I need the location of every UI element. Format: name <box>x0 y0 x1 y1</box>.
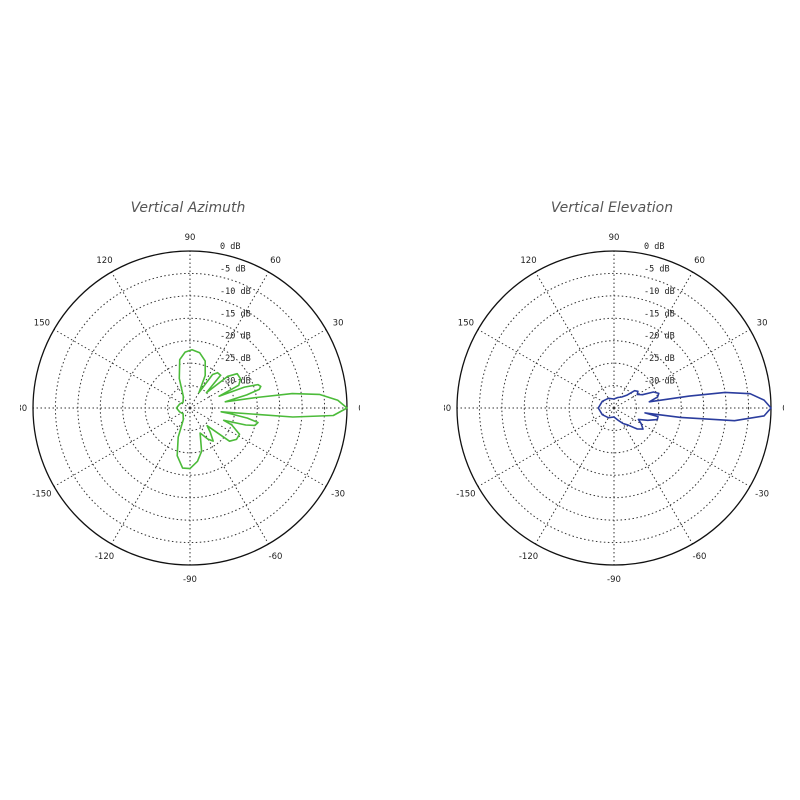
db-label: -5 dB <box>220 264 246 274</box>
ring-3 <box>99 317 281 499</box>
spoke-5 <box>477 329 615 409</box>
db-label: 0 dB <box>220 242 240 252</box>
ring-3 <box>523 317 705 499</box>
ring-6 <box>167 385 213 431</box>
db-label: -5 dB <box>644 264 670 274</box>
db-label: -15 dB <box>220 309 251 319</box>
angle-label: 60 <box>694 256 705 266</box>
angle-label: -30 <box>331 490 345 500</box>
spoke-11 <box>189 407 327 487</box>
db-label: -25 dB <box>644 354 675 364</box>
db-label: -30 dB <box>220 377 251 387</box>
angle-label: -60 <box>269 552 283 562</box>
spoke-8 <box>535 407 615 545</box>
spoke-8 <box>111 407 191 545</box>
angle-label: -150 <box>32 490 51 500</box>
angle-label: 60 <box>270 256 281 266</box>
angle-label: -120 <box>95 552 114 562</box>
db-label: -15 dB <box>644 309 675 319</box>
spoke-4 <box>111 271 191 409</box>
angle-label: 30 <box>333 319 344 329</box>
angle-label: 180 <box>20 404 27 414</box>
angle-label: 120 <box>520 256 536 266</box>
angle-label: -60 <box>693 552 707 562</box>
angle-label: -90 <box>183 575 197 585</box>
spoke-1 <box>189 329 327 409</box>
chart-title-vertical-elevation: Vertical Elevation <box>550 200 674 216</box>
pattern-line-0 <box>175 348 348 470</box>
chart-title-vertical-azimuth: Vertical Azimuth <box>130 200 246 216</box>
ring-6 <box>591 385 637 431</box>
db-label: -25 dB <box>220 354 251 364</box>
angle-label: -120 <box>519 552 538 562</box>
spoke-7 <box>53 407 191 487</box>
db-label: -10 dB <box>220 287 251 297</box>
ring-4 <box>122 340 258 476</box>
db-label: -20 dB <box>220 332 251 342</box>
angle-label: 180 <box>444 404 451 414</box>
spoke-10 <box>613 407 693 545</box>
db-label: -10 dB <box>644 287 675 297</box>
polar-chart-vertical-azimuth: 0 30 60 90 120 150 180 -150 -120 -90 -60 -30 0 dB -5 … <box>20 233 360 585</box>
angle-label: -30 <box>755 490 769 500</box>
angle-label: -150 <box>456 490 475 500</box>
spoke-7 <box>477 407 615 487</box>
angle-label: 90 <box>609 233 620 243</box>
angle-label: 30 <box>757 319 768 329</box>
angle-label: 90 <box>185 233 196 243</box>
angle-label: -90 <box>607 575 621 585</box>
db-label: 0 dB <box>644 242 664 252</box>
angle-label: 150 <box>458 319 474 329</box>
angle-label: 0 <box>782 404 784 414</box>
pattern-line-0 <box>597 389 772 430</box>
db-label: -30 dB <box>644 377 675 387</box>
polar-chart-vertical-elevation: 0 30 60 90 120 150 180 -150 -120 -90 -60 -30 0 dB -5 … <box>444 233 784 585</box>
ring-4 <box>546 340 682 476</box>
ring-1 <box>478 272 750 544</box>
db-label: -20 dB <box>644 332 675 342</box>
spoke-1 <box>613 329 751 409</box>
spoke-5 <box>53 329 191 409</box>
spoke-4 <box>535 271 615 409</box>
ring-1 <box>54 272 326 544</box>
angle-label: 0 <box>358 404 360 414</box>
spoke-10 <box>189 407 269 545</box>
angle-label: 150 <box>34 319 50 329</box>
angle-label: 120 <box>96 256 112 266</box>
